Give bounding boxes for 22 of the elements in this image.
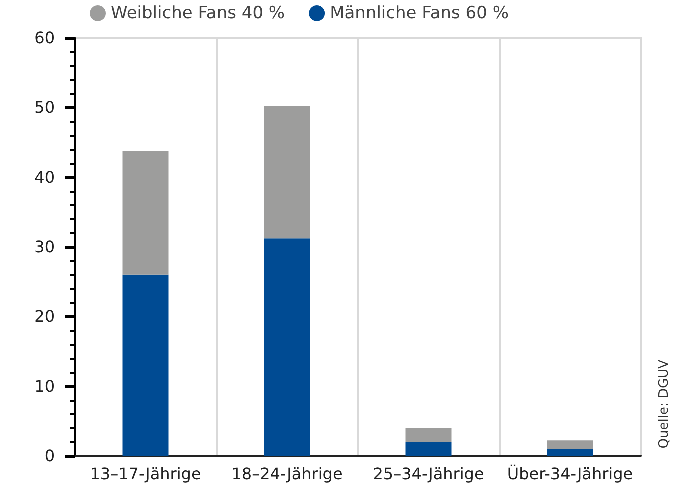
y-tick-label: 60 [34,28,55,48]
y-tick-label: 10 [34,376,55,396]
y-tick-label: 40 [34,168,55,187]
bar [406,442,452,456]
y-tick-label: 30 [34,238,55,256]
source-note: Quelle: DGUV [657,360,672,449]
bar [264,238,310,456]
x-tick-label: 13–17-Jährige [90,464,202,484]
x-tick-label: Über-34-Jährige [507,464,634,484]
x-tick-label: 18–24-Jährige [232,464,343,484]
bar [122,274,169,456]
legend-label: Männliche Fans 60 % [330,4,510,24]
x-tick-label: 25–34-Jährige [373,464,484,484]
y-tick-label: 50 [34,98,55,118]
bar [122,152,169,275]
bar [264,106,310,239]
legend-label: Weibliche Fans 40 % [111,4,286,24]
bar [547,449,594,456]
y-tick-label: 20 [34,307,55,326]
bar [547,440,594,450]
y-tick-label: 0 [44,446,55,466]
bar [406,428,452,442]
